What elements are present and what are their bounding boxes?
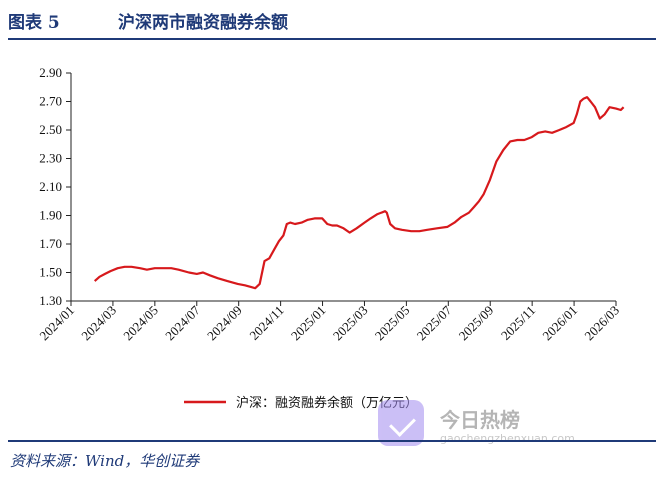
- y-tick-label: 2.70: [39, 94, 62, 109]
- y-tick-label: 2.90: [39, 65, 62, 80]
- x-tick-label: 2025/11: [498, 303, 538, 343]
- watermark-logo-icon: [378, 400, 424, 446]
- footer-divider: [8, 440, 656, 442]
- y-axis: 1.30 1.50 1.70 1.90 2.10 2.30 2.50 2.70 2.90: [39, 65, 72, 308]
- x-tick-label: 2025/03: [330, 303, 371, 344]
- watermark: 今日热榜 gaochengzhenxuan.com: [378, 398, 598, 454]
- series-layer: [93, 96, 625, 290]
- y-tick-label: 2.10: [39, 179, 62, 194]
- series-line: [93, 96, 625, 290]
- figure-header: 图表 5 沪深两市融资融券余额: [8, 6, 656, 40]
- y-tick-label: 2.50: [39, 122, 62, 137]
- y-tick-label: 1.50: [39, 265, 62, 280]
- x-tick-label: 2025/09: [456, 303, 497, 344]
- x-tick-label: 2025/01: [288, 303, 329, 344]
- y-tick-label: 1.70: [39, 236, 62, 251]
- source-note: 资料来源：Wind，华创证券: [10, 452, 200, 470]
- x-tick-label: 2026/03: [581, 303, 622, 344]
- x-tick-label: 2025/05: [372, 303, 413, 344]
- x-tick-label: 2026/01: [539, 303, 580, 344]
- line-chart: 1.30 1.50 1.70 1.90 2.10 2.30 2.50 2.70 2.90 202…: [36, 65, 625, 411]
- y-tick-label: 1.30: [39, 293, 62, 308]
- y-tick-label: 2.30: [39, 151, 62, 166]
- y-tick-label: 1.90: [39, 208, 62, 223]
- x-tick-label: 2025/07: [414, 302, 455, 343]
- x-tick-label: 2024/01: [36, 303, 77, 344]
- legend: 沪深：融资融券余额（万亿元）: [184, 395, 418, 411]
- x-tick-label: 2024/03: [78, 303, 119, 344]
- figure-title: 沪深两市融资融券余额: [118, 13, 288, 33]
- x-tick-label: 2024/07: [162, 302, 203, 343]
- x-axis: 2024/01 2024/03 2024/05 2024/07 2024/09 2024/…: [36, 300, 622, 344]
- x-tick-label: 2024/09: [204, 303, 245, 344]
- x-tick-label: 2024/11: [246, 303, 286, 343]
- x-tick-label: 2024/05: [120, 303, 161, 344]
- figure-label: 图表 5: [8, 13, 60, 33]
- watermark-domain: gaochengzhenxuan.com: [440, 432, 575, 445]
- legend-label: 沪深：融资融券余额（万亿元）: [236, 395, 418, 411]
- watermark-name: 今日热榜: [440, 408, 520, 432]
